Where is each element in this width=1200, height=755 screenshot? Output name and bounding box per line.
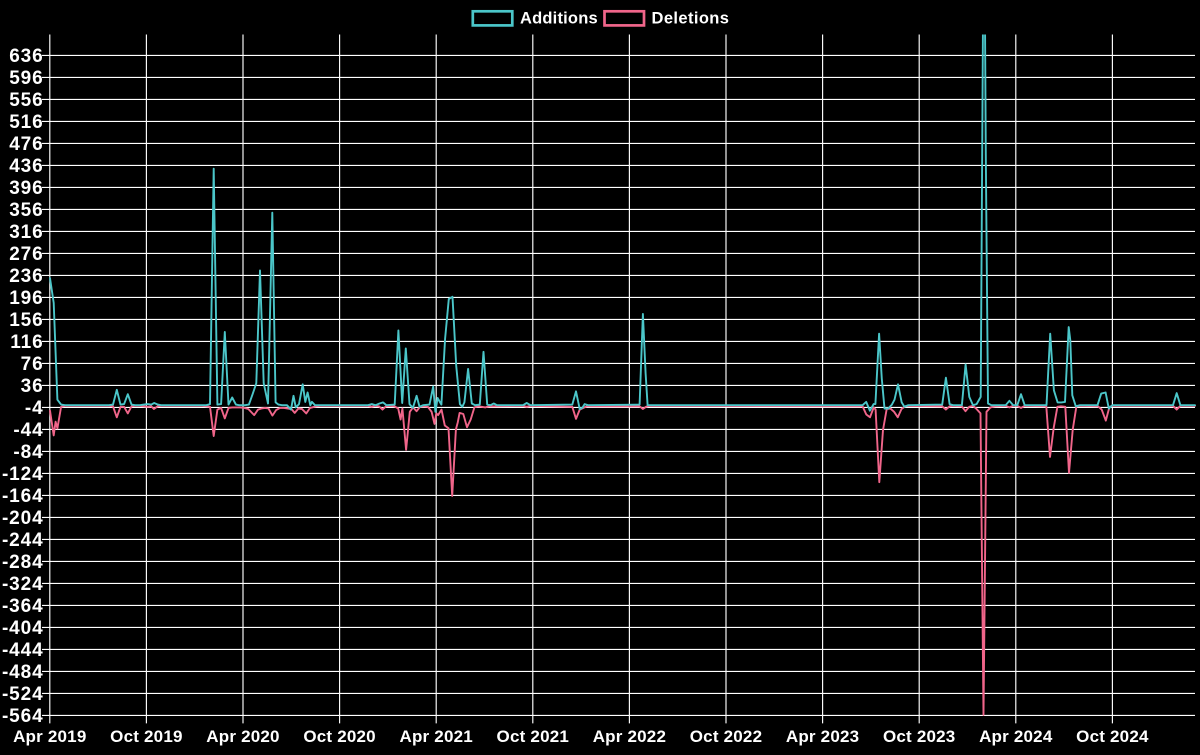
svg-text:-164: -164	[2, 486, 44, 507]
svg-text:-204: -204	[2, 508, 44, 529]
svg-text:516: 516	[9, 112, 43, 133]
svg-text:-484: -484	[2, 662, 44, 683]
svg-text:Oct 2022: Oct 2022	[690, 727, 762, 746]
svg-text:Deletions: Deletions	[652, 10, 730, 28]
svg-text:Oct 2024: Oct 2024	[1076, 727, 1149, 746]
svg-text:Apr 2019: Apr 2019	[13, 727, 86, 746]
svg-text:-44: -44	[13, 420, 43, 441]
svg-text:Apr 2021: Apr 2021	[399, 727, 472, 746]
svg-text:-444: -444	[2, 640, 44, 661]
svg-text:-564: -564	[2, 706, 44, 727]
svg-text:Apr 2024: Apr 2024	[979, 727, 1053, 746]
svg-text:76: 76	[21, 354, 44, 375]
svg-text:-364: -364	[2, 596, 44, 617]
svg-text:636: 636	[9, 46, 43, 67]
svg-text:Apr 2022: Apr 2022	[593, 727, 666, 746]
svg-text:-84: -84	[13, 442, 43, 463]
svg-text:396: 396	[9, 178, 43, 199]
svg-text:-324: -324	[2, 574, 44, 595]
svg-text:Apr 2023: Apr 2023	[786, 727, 859, 746]
svg-text:Oct 2019: Oct 2019	[110, 727, 182, 746]
svg-text:-524: -524	[2, 684, 44, 705]
svg-text:Additions: Additions	[520, 10, 598, 28]
svg-text:-4: -4	[25, 398, 44, 419]
svg-text:-284: -284	[2, 552, 44, 573]
svg-text:196: 196	[9, 288, 43, 309]
svg-text:-124: -124	[2, 464, 44, 485]
svg-text:276: 276	[9, 244, 43, 265]
svg-text:556: 556	[9, 90, 43, 111]
svg-text:156: 156	[9, 310, 43, 331]
svg-text:116: 116	[10, 332, 43, 353]
svg-text:-404: -404	[2, 618, 44, 639]
svg-text:Oct 2021: Oct 2021	[497, 727, 569, 746]
svg-text:476: 476	[9, 134, 43, 155]
svg-text:596: 596	[9, 68, 43, 89]
svg-text:Oct 2023: Oct 2023	[883, 727, 955, 746]
svg-text:436: 436	[9, 156, 43, 177]
svg-text:-244: -244	[2, 530, 44, 551]
svg-text:356: 356	[9, 200, 43, 221]
svg-text:36: 36	[21, 376, 44, 397]
svg-text:Apr 2020: Apr 2020	[206, 727, 279, 746]
svg-text:Oct 2020: Oct 2020	[303, 727, 375, 746]
svg-text:236: 236	[9, 266, 43, 287]
svg-text:316: 316	[9, 222, 43, 243]
